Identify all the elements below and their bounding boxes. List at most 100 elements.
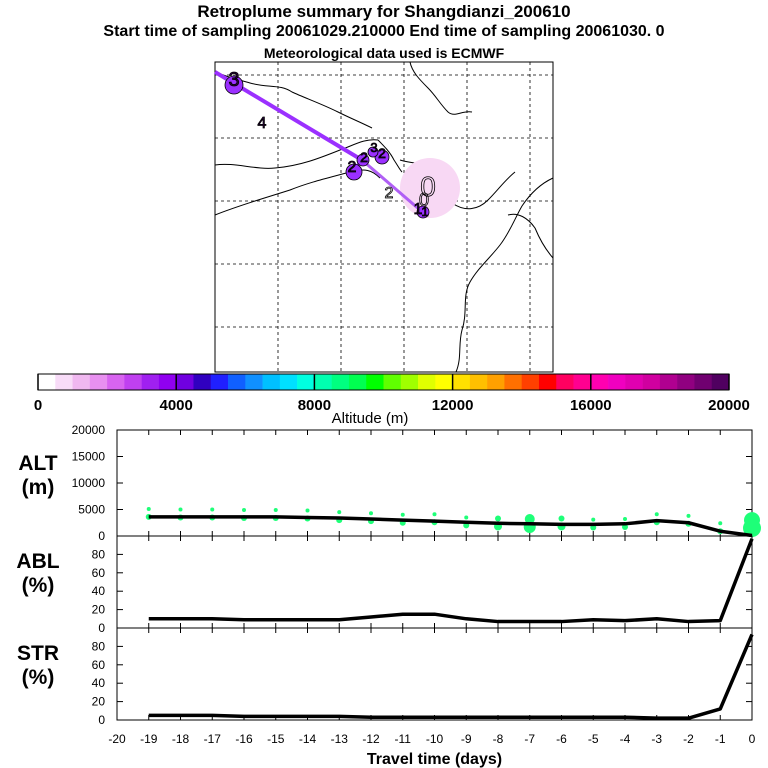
colorbar-swatch: [176, 374, 194, 390]
plume-label: 0: [420, 171, 436, 202]
colorbar-swatch: [469, 374, 488, 390]
x-tick-label: 0: [749, 732, 756, 746]
colorbar-swatch: [158, 374, 177, 390]
x-tick-label: -11: [395, 732, 412, 746]
altitude-marker: [464, 515, 469, 520]
panel-alt: 0 5000 10000 15000 20000 ALT(m): [18, 423, 761, 543]
x-tick-label: -20: [108, 732, 126, 746]
x-tick-label: -18: [172, 732, 190, 746]
plume-dot: [367, 146, 379, 158]
colorbar-swatch: [659, 374, 678, 390]
y-tick-label: 60: [92, 566, 106, 580]
colorbar-tick-label: 16000: [570, 397, 612, 414]
colorbar-swatch: [72, 374, 91, 390]
y-tick-label: 80: [92, 547, 106, 561]
plume-label: 3: [370, 140, 377, 155]
colorbar-swatch: [418, 374, 436, 390]
altitude-marker: [524, 514, 535, 525]
colorbar-swatch: [625, 374, 643, 390]
time-series-panels: 05000100001500020000ALT(m)020406080ABL(%…: [16, 423, 761, 768]
plume-label: 1: [421, 204, 428, 219]
colorbar-swatch: [590, 374, 609, 390]
colorbar-swatch: [279, 374, 298, 390]
colorbar-swatch: [487, 374, 505, 390]
series-line: [148, 515, 753, 538]
x-tick-label: -8: [493, 732, 504, 746]
altitude-marker: [623, 517, 627, 522]
altitude-marker: [369, 511, 373, 516]
panel-ylabel: ALT: [18, 452, 57, 475]
altitude-marker: [146, 506, 151, 511]
series-line: [148, 538, 754, 624]
colorbar-swatch: [314, 374, 332, 390]
colorbar-swatch: [366, 374, 384, 390]
map-gridlines: [215, 62, 553, 372]
y-tick-label: 0: [98, 713, 105, 727]
colorbar-swatch: [452, 374, 471, 390]
altitude-marker: [432, 512, 437, 517]
altitude-marker: [400, 512, 405, 517]
y-tick-label: 5000: [78, 503, 105, 517]
x-tick-label: -10: [426, 732, 444, 746]
plume-label: 2: [360, 149, 368, 165]
colorbar-swatch: [504, 374, 522, 390]
plume-label: 2: [348, 159, 357, 176]
colorbar-swatch: [262, 374, 281, 390]
y-tick-label: 80: [92, 639, 106, 653]
plume-label: 2: [378, 145, 386, 161]
y-tick-label: 0: [98, 529, 105, 543]
colorbar-swatch: [141, 374, 160, 390]
x-tick-label: -14: [299, 732, 317, 746]
x-tick-label: -15: [267, 732, 285, 746]
colorbar-swatch: [556, 374, 574, 390]
altitude-marker: [591, 517, 596, 522]
y-tick-label: 20000: [72, 423, 106, 437]
colorbar-swatch: [677, 374, 695, 390]
sampling-time-line: Start time of sampling 20061029.210000 E…: [103, 23, 665, 40]
x-tick-label: -13: [331, 732, 349, 746]
colorbar-swatch: [245, 374, 263, 390]
altitude-marker: [337, 510, 342, 515]
colorbar-swatch: [694, 374, 713, 390]
plume-dot: [345, 163, 363, 181]
colorbar-swatch: [521, 374, 540, 390]
colorbar-tick-label: 8000: [298, 397, 331, 414]
colorbar-swatch: [89, 374, 108, 390]
map-frame: [214, 61, 554, 373]
altitude-marker: [686, 513, 691, 518]
colorbar-swatch: [642, 374, 661, 390]
panel-frame: [116, 627, 753, 721]
y-tick-label: 0: [98, 621, 105, 635]
plume-halo: [400, 158, 460, 218]
colorbar-swatch: [210, 374, 229, 390]
colorbar-swatch: [228, 374, 246, 390]
x-tick-label: -6: [556, 732, 567, 746]
panel-ylabel: (%): [22, 666, 55, 689]
x-axis-title: Travel time (days): [367, 751, 502, 768]
series-line: [148, 633, 754, 720]
altitude-marker: [654, 512, 659, 517]
x-tick-label: -12: [362, 732, 380, 746]
plume-label: 2: [385, 185, 394, 202]
colorbar-swatch: [331, 374, 350, 390]
plume-dot: [356, 153, 370, 167]
x-tick-label: -17: [204, 732, 222, 746]
plume-label: 0: [419, 190, 429, 210]
colorbar-swatch: [107, 374, 125, 390]
colorbar-swatch: [297, 374, 315, 390]
colorbar-tick-label: 4000: [160, 397, 193, 414]
altitude-marker: [273, 508, 278, 513]
x-tick-label: -5: [588, 732, 599, 746]
altitude-marker: [744, 512, 760, 529]
colorbar-swatch: [38, 374, 56, 390]
altitude-marker: [178, 507, 183, 512]
y-tick-label: 10000: [72, 476, 106, 490]
y-tick-label: 40: [92, 584, 106, 598]
x-tick-label: -3: [651, 732, 662, 746]
colorbar-swatch: [538, 374, 557, 390]
altitude-colorbar: 0 4000 8000 12000 16000 20000 Altitude (m): [34, 373, 750, 427]
panel-abl: 0 20 40 60 80 ABL(%): [16, 535, 754, 635]
